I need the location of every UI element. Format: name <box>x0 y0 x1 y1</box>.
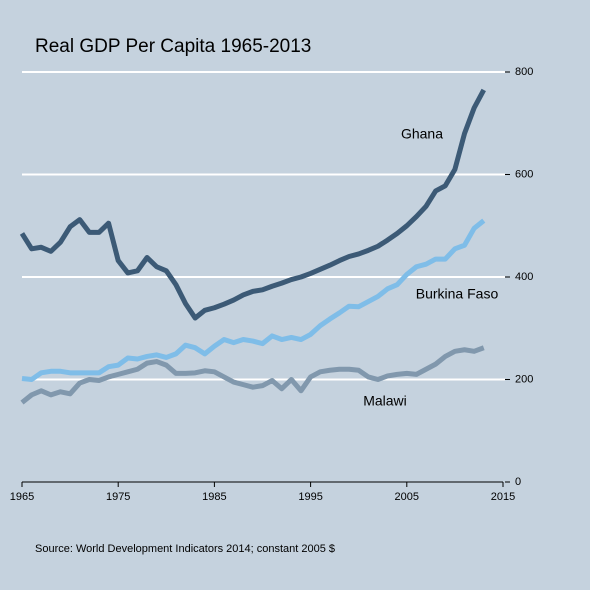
y-tick-label: 200 <box>515 373 533 385</box>
x-tick-label: 1965 <box>10 491 34 503</box>
series-line <box>19 88 486 321</box>
series-label: Malawi <box>363 393 407 409</box>
series-label: Ghana <box>401 126 443 142</box>
source-note: Source: World Development Indicators 201… <box>35 543 335 555</box>
series-line <box>21 218 486 382</box>
x-tick-label: 2005 <box>395 491 419 503</box>
chart-title: Real GDP Per Capita 1965-2013 <box>35 36 311 57</box>
x-tick-label: 2015 <box>491 491 515 503</box>
series-label: Burkina Faso <box>416 286 499 302</box>
y-tick-label: 600 <box>515 168 533 180</box>
y-tick-label: 800 <box>515 66 533 78</box>
y-tick-label: 400 <box>515 271 533 283</box>
x-tick-label: 1995 <box>298 491 322 503</box>
series-line <box>20 345 485 405</box>
x-tick-label: 1975 <box>106 491 130 503</box>
x-tick-label: 1985 <box>202 491 226 503</box>
y-tick-label: 0 <box>515 476 521 488</box>
